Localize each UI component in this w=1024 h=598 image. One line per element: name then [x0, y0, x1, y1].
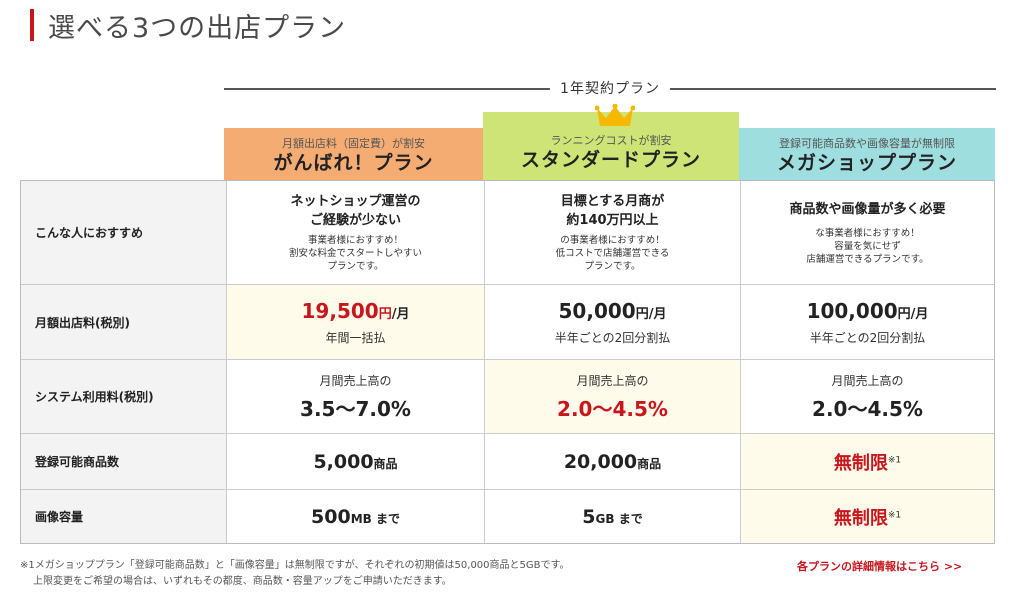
system-fee-cell-ganbare: 月間売上高の 3.5〜7.0%: [226, 360, 484, 433]
recommend-title: 約140万円以上: [566, 213, 659, 228]
heading-accent-bar: [30, 9, 34, 41]
recommend-cell-standard: 目標とする月商が 約140万円以上 の事業者様におすすめ！ 低コストで店舗運営で…: [484, 181, 740, 284]
item-count-value: 20,000: [563, 450, 638, 473]
storage-cell-ganbare: 500MB まで: [226, 490, 484, 543]
footnote-marker: ※1: [887, 510, 902, 521]
fee-amount: 100,000: [806, 298, 898, 323]
page-title: 選べる3つの出店プラン: [48, 12, 347, 44]
payment-note: 年間一括払: [325, 330, 386, 345]
plan-name: メガショッププラン: [776, 152, 957, 174]
system-fee-rate: 2.0〜4.5%: [557, 396, 668, 421]
item-count-cell-standard: 20,000商品: [484, 434, 740, 489]
recommend-text: の事業者様におすすめ！: [560, 235, 665, 246]
footnote-line: ※1メガショッププラン「登録可能商品数」と「画像容量」は無制限ですが、それぞれの…: [20, 560, 570, 571]
table-row: 登録可能商品数 5,000商品 20,000商品 無制限※1: [21, 433, 994, 489]
plan-name: スタンダードプラン: [520, 149, 701, 171]
item-count-value: 5,000: [313, 450, 374, 473]
footnote-marker: ※1: [887, 455, 902, 466]
plan-name: がんばれ！プラン: [273, 152, 434, 174]
plan-header-standard: ランニングコストが割安 スタンダードプラン: [483, 112, 739, 180]
recommend-text: 容量を気にせず: [834, 240, 901, 252]
per-month: /月: [391, 306, 410, 322]
row-label: 月額出店料(税別): [21, 285, 226, 359]
item-count-cell-ganbare: 5,000商品: [226, 434, 484, 489]
recommend-cell-ganbare: ネットショップ運営の ご経験が少ない 事業者様におすすめ！ 割安な料金でスタート…: [226, 181, 484, 284]
payment-note: 半年ごとの2回分割払: [554, 330, 671, 345]
plan-subtitle: 登録可能商品数や画像容量が無制限: [779, 137, 955, 150]
system-fee-caption: 月間売上高の: [319, 373, 392, 388]
row-label: 登録可能商品数: [21, 434, 226, 489]
system-fee-rate: 3.5〜7.0%: [300, 396, 411, 421]
system-fee-cell-standard: 月間売上高の 2.0〜4.5%: [484, 360, 740, 433]
plan-details-link[interactable]: 各プランの詳細情報はこちら >>: [797, 560, 963, 573]
plan-comparison-table: こんな人におすすめ ネットショップ運営の ご経験が少ない 事業者様におすすめ！ …: [20, 180, 995, 544]
row-label: こんな人におすすめ: [21, 181, 226, 284]
crown-icon: [595, 104, 635, 126]
table-row: システム利用料(税別) 月間売上高の 3.5〜7.0% 月間売上高の 2.0〜4…: [21, 359, 994, 433]
table-row: こんな人におすすめ ネットショップ運営の ご経験が少ない 事業者様におすすめ！ …: [21, 181, 994, 284]
payment-note: 半年ごとの2回分割払: [809, 330, 926, 345]
unlimited-value: 無制限: [833, 452, 888, 474]
recommend-text: な事業者様におすすめ！: [815, 227, 920, 239]
recommend-text: プランです。: [327, 261, 384, 272]
footnote-line: 上限変更をご希望の場合は、いずれもその都度、商品数・容量アップをご申請いただきま…: [33, 576, 452, 587]
table-row: 月額出店料(税別) 19,500円/月 年間一括払 50,000円/月 半年ごと…: [21, 284, 994, 359]
per-month: /月: [910, 306, 929, 322]
system-fee-caption: 月間売上高の: [831, 373, 904, 388]
storage-value: 500: [311, 505, 351, 528]
system-fee-rate: 2.0〜4.5%: [812, 396, 923, 421]
yen-unit: 円: [635, 306, 649, 322]
recommend-text: 割安な料金でスタートしやすい: [289, 248, 422, 259]
fee-amount: 50,000: [558, 298, 636, 323]
plan-subtitle: 月額出店料（固定費）が割安: [282, 137, 425, 150]
recommend-title: 目標とする月商が: [560, 194, 665, 209]
monthly-fee-cell-megashop: 100,000円/月 半年ごとの2回分割払: [740, 285, 994, 359]
contract-term-header: 1年契約プラン: [224, 78, 996, 98]
system-fee-caption: 月間売上高の: [576, 373, 649, 388]
recommend-title: ご経験が少ない: [309, 213, 401, 228]
yen-unit: 円: [897, 306, 911, 322]
contract-term-label: 1年契約プラン: [550, 81, 670, 97]
recommend-text: 低コストで店舗運営できる: [555, 248, 670, 259]
item-count-unit: 商品: [373, 456, 398, 471]
yen-unit: 円: [378, 306, 392, 322]
storage-cell-megashop: 無制限※1: [740, 490, 994, 543]
recommend-cell-megashop: 商品数や画像量が多く必要 な事業者様におすすめ！ 容量を気にせず 店舗運営できる…: [740, 181, 994, 284]
table-row: 画像容量 500MB まで 5GB まで 無制限※1: [21, 489, 994, 543]
plan-subtitle: ランニングコストが割安: [550, 134, 672, 147]
recommend-text: 店舗運営できるプランです。: [806, 253, 929, 265]
storage-unit: MB まで: [350, 511, 400, 526]
per-month: /月: [648, 306, 667, 322]
plan-header-megashop: 登録可能商品数や画像容量が無制限 メガショッププラン: [739, 128, 995, 180]
row-label: 画像容量: [21, 490, 226, 543]
recommend-text: プランです。: [584, 261, 641, 272]
storage-unit: GB まで: [595, 511, 643, 526]
monthly-fee-cell-ganbare: 19,500円/月 年間一括払: [226, 285, 484, 359]
page-heading: 選べる3つの出店プラン: [30, 8, 347, 44]
recommend-title: ネットショップ運営の: [290, 194, 421, 209]
storage-cell-standard: 5GB まで: [484, 490, 740, 543]
plan-header-ganbare: 月額出店料（固定費）が割安 がんばれ！プラン: [224, 128, 483, 180]
storage-value: 5: [582, 505, 596, 528]
monthly-fee-cell-standard: 50,000円/月 半年ごとの2回分割払: [484, 285, 740, 359]
recommend-text: 事業者様におすすめ！: [307, 235, 403, 246]
footnote: ※1メガショッププラン「登録可能商品数」と「画像容量」は無制限ですが、それぞれの…: [20, 558, 570, 590]
item-count-unit: 商品: [637, 456, 662, 471]
item-count-cell-megashop: 無制限※1: [740, 434, 994, 489]
recommend-title: 商品数や画像量が多く必要: [789, 201, 946, 217]
row-label: システム利用料(税別): [21, 360, 226, 433]
fee-amount: 19,500: [301, 298, 379, 323]
system-fee-cell-megashop: 月間売上高の 2.0〜4.5%: [740, 360, 994, 433]
unlimited-value: 無制限: [833, 507, 888, 529]
